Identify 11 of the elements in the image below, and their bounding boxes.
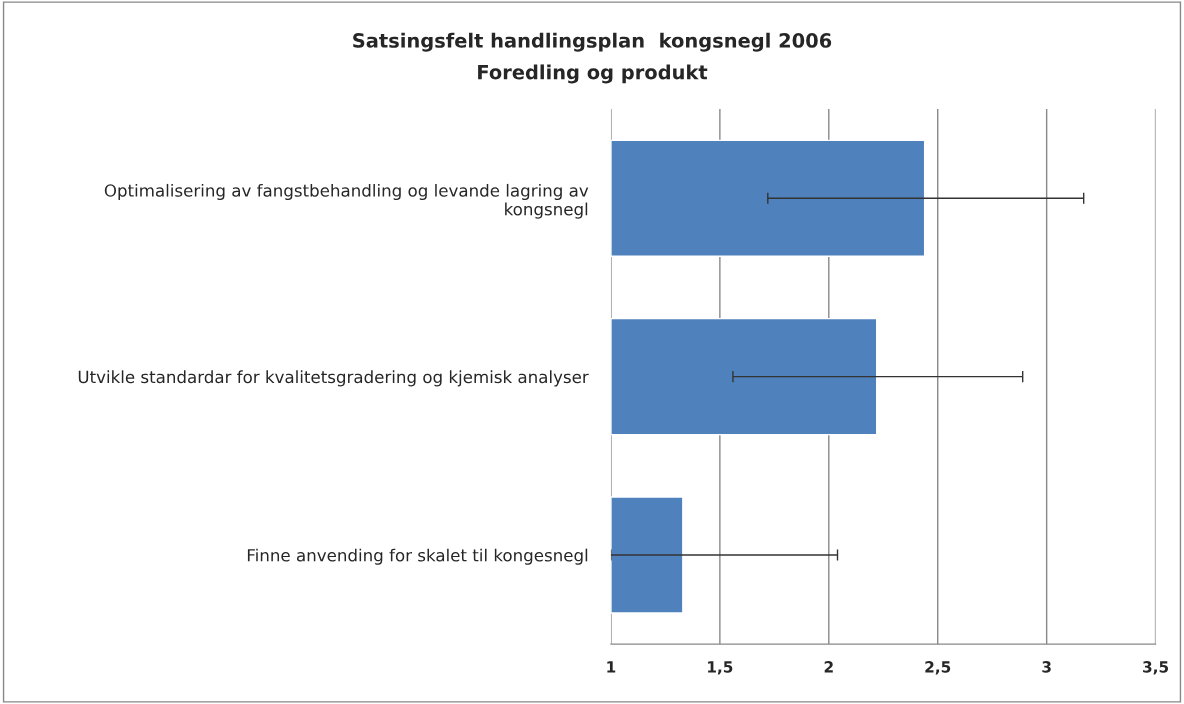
chart-title: Satsingsfelt handlingsplan kongsnegl 2006	[353, 32, 832, 52]
x-tick-label: 1	[607, 661, 616, 673]
chart-subtitle: Foredling og produkt	[478, 64, 708, 84]
y-tick-label: Finne anvending for skalet til kongesnegl	[247, 548, 588, 565]
x-tick-label: 3,5	[1143, 661, 1169, 675]
x-tick-label: 1,5	[708, 661, 733, 675]
x-tick-label: 2	[824, 661, 833, 673]
y-tick-label: Optimalisering av fangstbehandling og levande lagring av kongsnegl	[104, 183, 589, 219]
x-tick-label: 2,5	[925, 661, 951, 675]
x-tick-label: 3	[1042, 661, 1051, 673]
y-tick-label: Utvikle standardar for kvalitetsgradering og kjemisk analyser	[78, 370, 589, 387]
